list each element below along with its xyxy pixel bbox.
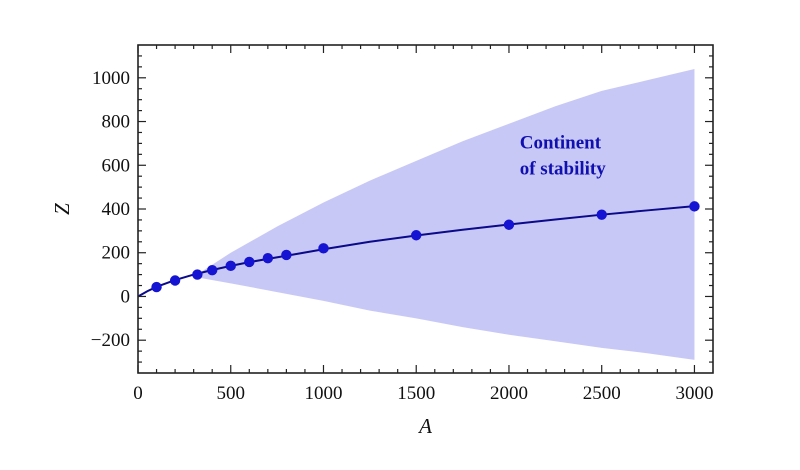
y-tick-label: 400 <box>102 199 131 220</box>
data-point <box>281 249 292 261</box>
data-point <box>192 269 203 280</box>
x-axis-label: A <box>417 414 432 438</box>
x-tick-label: 1000 <box>304 383 342 404</box>
y-tick-label: 0 <box>121 286 131 307</box>
x-tick-label: 500 <box>216 383 245 404</box>
x-tick-label: 1500 <box>397 383 435 404</box>
x-tick-label: 2500 <box>583 383 621 404</box>
y-tick-label: 1000 <box>92 68 130 89</box>
x-tick-label: 2000 <box>490 383 528 404</box>
x-tick-label: 3000 <box>675 383 713 404</box>
data-point <box>244 256 255 268</box>
x-tick-labels: 0 500 1000 1500 2000 2500 3000 <box>133 383 713 404</box>
data-point <box>225 260 236 272</box>
x-tick-label: 0 <box>133 383 143 404</box>
data-point <box>151 281 162 293</box>
data-point <box>318 243 329 254</box>
y-tick-label: 800 <box>102 112 131 133</box>
y-tick-label: 600 <box>102 155 131 176</box>
annotation-line-1: Continent <box>520 133 602 154</box>
continent-annotation: Continent of stability <box>520 133 607 180</box>
data-point <box>503 219 515 230</box>
data-point <box>206 265 218 276</box>
y-tick-labels: −200 0 200 400 600 800 1000 <box>91 68 130 351</box>
y-tick-label: −200 <box>91 330 130 351</box>
data-points <box>151 201 700 293</box>
annotation-line-2: of stability <box>520 159 607 180</box>
data-point <box>262 253 274 264</box>
data-point <box>411 230 422 241</box>
data-point <box>689 201 700 212</box>
data-point <box>596 209 607 220</box>
y-axis-label: Z <box>50 203 74 215</box>
stability-band <box>193 69 695 360</box>
data-point <box>169 275 181 286</box>
axis-ticks <box>137 45 713 373</box>
y-tick-label: 200 <box>102 243 131 264</box>
